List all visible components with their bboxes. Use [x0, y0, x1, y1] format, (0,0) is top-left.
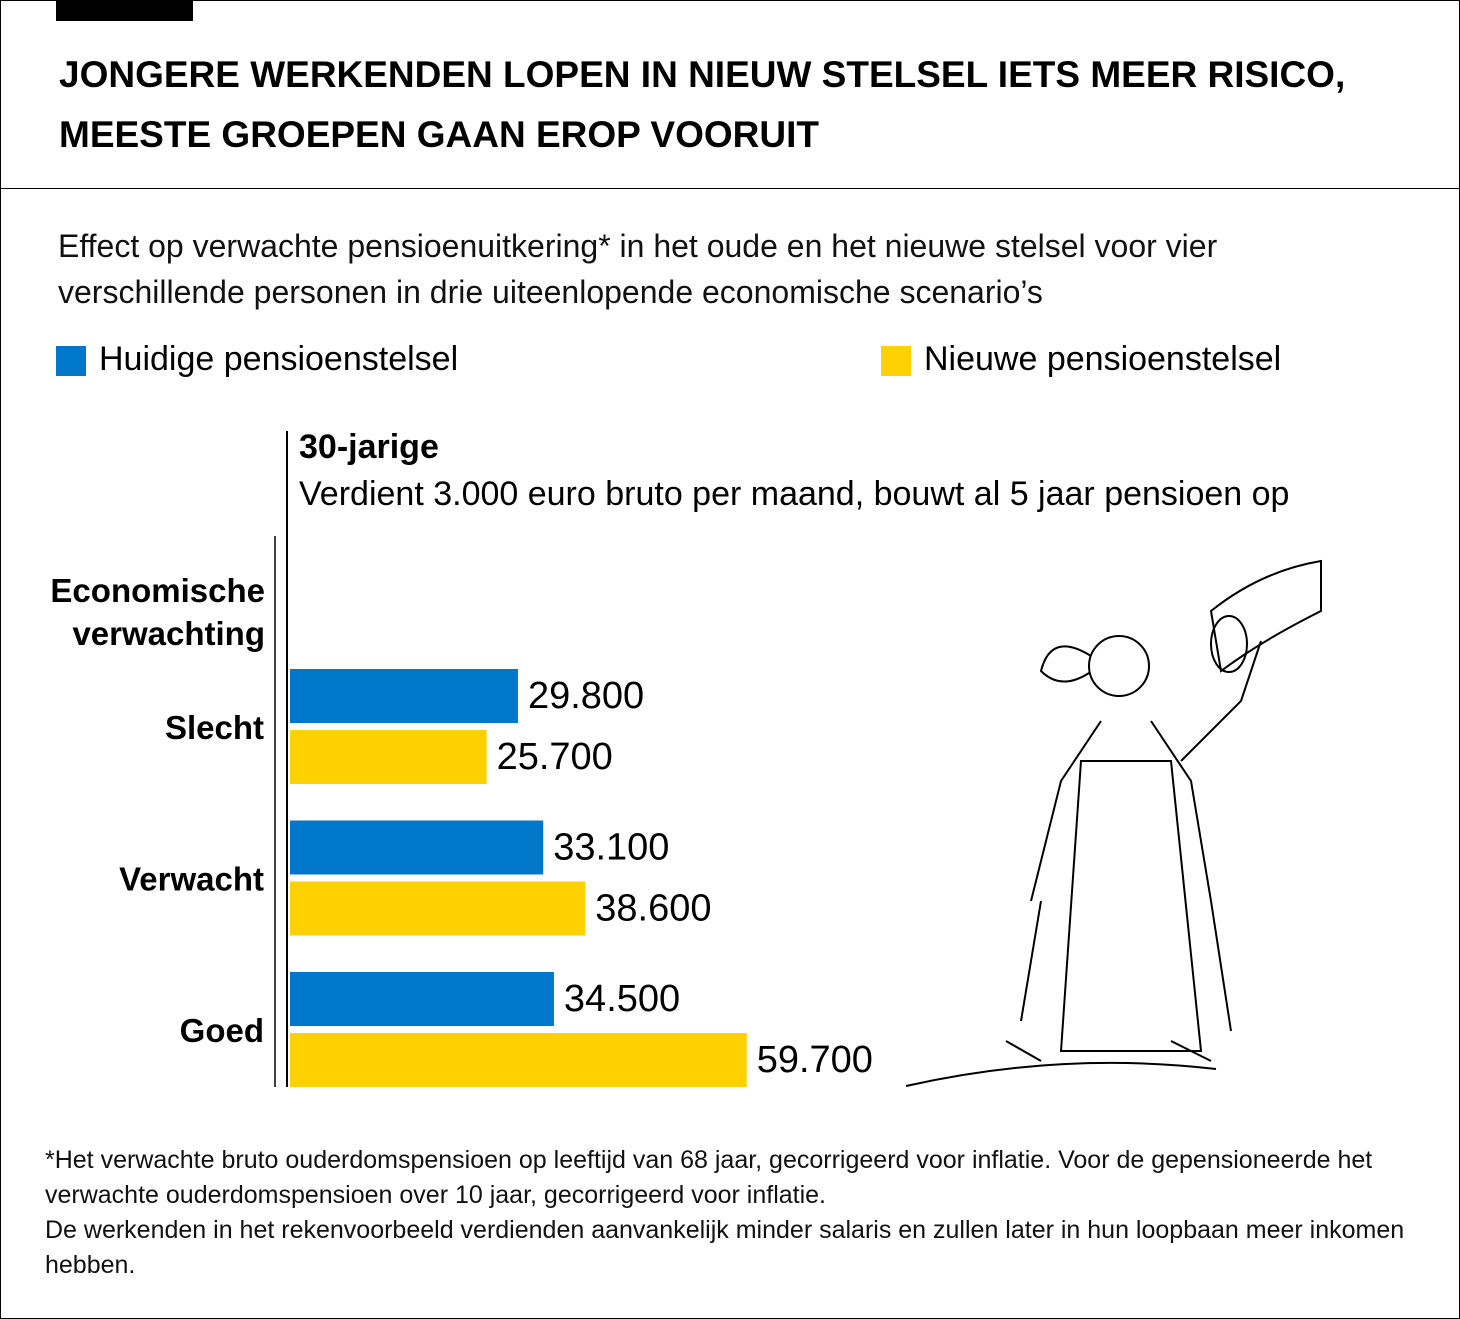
value-label: 59.700	[757, 1039, 873, 1081]
legend-label: Nieuwe pensioenstelsel	[924, 340, 1281, 378]
chart-title: JONGERE WERKENDEN LOPEN IN NIEUW STELSEL…	[59, 54, 1346, 155]
chart-subtitle: Effect op verwachte pensioenuitkering* i…	[58, 228, 1218, 310]
y-tick-label: Goed	[180, 1012, 264, 1049]
value-label: 33.100	[553, 827, 669, 869]
group-subtitle: Verdient 3.000 euro bruto per maand, bou…	[299, 475, 1289, 513]
y-axis-label: Economische verwachting	[50, 572, 265, 652]
bar	[290, 730, 487, 784]
legend-swatch	[56, 346, 86, 376]
bar	[290, 881, 586, 936]
bar	[290, 1033, 747, 1087]
bar	[290, 669, 518, 723]
footnote-text: *Het verwachte bruto ouderdomspensioen o…	[45, 1146, 1373, 1209]
y-tick-label: Verwacht	[119, 861, 264, 898]
value-label: 38.600	[595, 888, 711, 930]
bar	[290, 972, 554, 1026]
group-title: 30-jarige	[299, 428, 439, 466]
legend-swatch	[881, 346, 911, 376]
footnote: *Het verwachte bruto ouderdomspensioen o…	[45, 1143, 1435, 1283]
top-bar	[56, 1, 193, 21]
value-label: 25.700	[497, 736, 613, 778]
footnote-text: De werkenden in het rekenvoorbeeld verdi…	[45, 1216, 1405, 1279]
separator	[1, 188, 1459, 189]
value-label: 29.800	[528, 675, 644, 717]
illustration	[905, 559, 1322, 1087]
bar	[290, 820, 544, 875]
y-tick-label: Slecht	[165, 709, 264, 746]
legend-label: Huidige pensioenstelsel	[99, 340, 458, 378]
value-label: 34.500	[564, 978, 680, 1020]
